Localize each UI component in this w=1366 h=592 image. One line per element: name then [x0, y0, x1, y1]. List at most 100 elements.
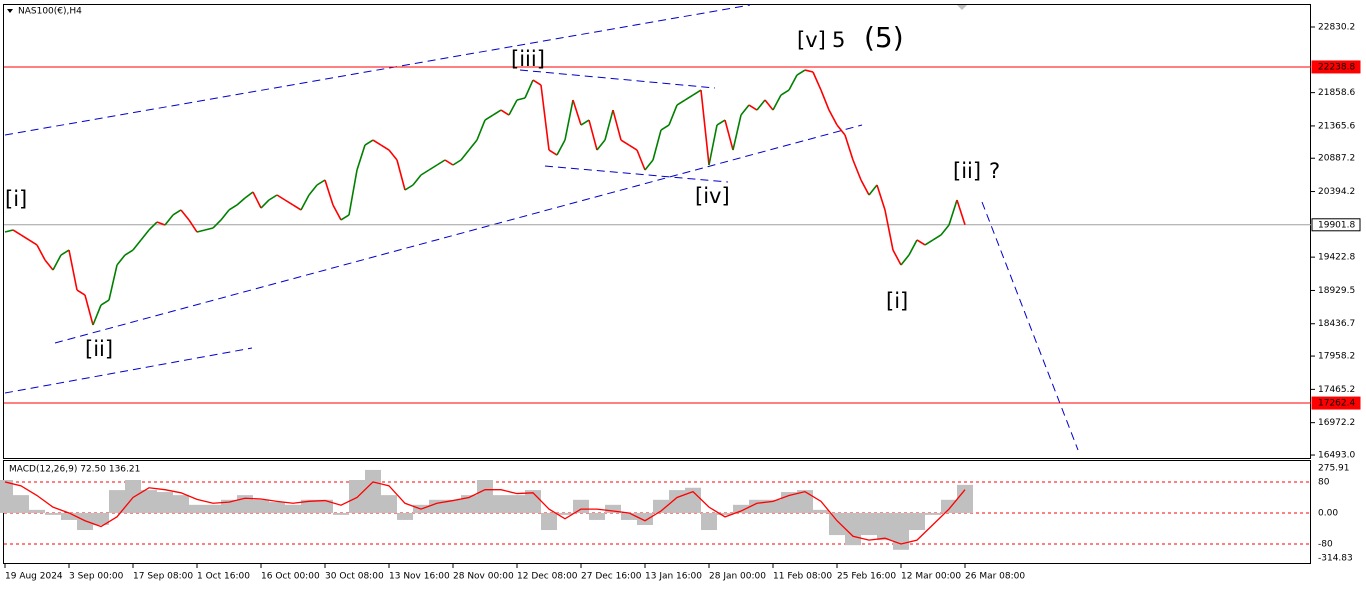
- macd-min-label: -314.83: [1318, 554, 1353, 564]
- price-segment: [220, 209, 230, 221]
- price-segment: [636, 149, 646, 171]
- main-frame: [3, 4, 1311, 459]
- price-segment: [652, 129, 662, 161]
- price-segment: [916, 239, 926, 246]
- price-segment: [604, 109, 614, 141]
- price-segment: [492, 109, 502, 116]
- y-tick-label: 20887.2: [1318, 154, 1355, 164]
- price-segment: [164, 214, 174, 226]
- price-segment: [668, 104, 678, 126]
- macd-tick-label: -80: [1318, 539, 1333, 549]
- price-segment: [740, 104, 750, 116]
- macd-title: MACD(12,26,9) 72.50 136.21: [9, 465, 140, 475]
- price-segment: [284, 199, 294, 206]
- macd-bar: [301, 499, 317, 513]
- macd-bar: [189, 504, 205, 513]
- macd-bar: [0, 480, 13, 513]
- price-segment: [428, 164, 438, 171]
- price-segment: [612, 109, 622, 141]
- price-segment: [532, 79, 542, 86]
- x-tick-label: 1 Oct 16:00: [197, 572, 250, 582]
- price-segment: [228, 204, 238, 211]
- wave-label: [v]: [797, 28, 826, 52]
- macd-bar: [605, 504, 621, 513]
- price-segment: [436, 159, 446, 166]
- macd-bar: [573, 499, 589, 513]
- y-tick-label: 18929.5: [1318, 286, 1355, 296]
- price-segment: [20, 234, 30, 241]
- macd-bar: [77, 512, 93, 531]
- macd-bar: [333, 512, 349, 515]
- x-tick-label: 19 Aug 2024: [5, 572, 63, 582]
- price-level-tag: [1311, 60, 1361, 74]
- price-segment: [268, 194, 278, 201]
- price-segment: [692, 89, 702, 96]
- wave-label: [i]: [5, 187, 27, 211]
- price-segment: [828, 109, 838, 126]
- price-segment: [548, 149, 558, 156]
- price-segment: [188, 219, 198, 233]
- price-segment: [244, 191, 254, 199]
- macd-bar: [893, 512, 909, 550]
- macd-bar: [493, 495, 509, 513]
- y-tick-label: 17465.2: [1318, 385, 1355, 395]
- price-segment: [516, 97, 526, 101]
- y-tick-label: 18436.7: [1318, 319, 1355, 329]
- trendline: [4, 4, 751, 136]
- price-level-label: 22238.8: [1318, 62, 1355, 72]
- price-segment: [756, 99, 766, 111]
- price-segment: [940, 224, 950, 236]
- price-segment: [404, 184, 414, 191]
- price-segment: [868, 184, 878, 196]
- price-segment: [332, 204, 342, 221]
- signal-line: [4, 481, 966, 545]
- macd-bar: [397, 512, 413, 520]
- wave-label: 5: [832, 28, 845, 52]
- price-segment: [380, 144, 390, 151]
- x-tick-label: 16 Oct 00:00: [261, 572, 320, 582]
- price-segment: [700, 89, 710, 166]
- x-tick-label: 28 Nov 00:00: [453, 572, 514, 582]
- price-segment: [620, 139, 630, 146]
- macd-bar: [13, 495, 29, 513]
- macd-bar: [365, 469, 381, 513]
- menu-arrow[interactable]: [7, 9, 13, 13]
- price-segment: [300, 194, 310, 211]
- macd-bar: [285, 504, 301, 513]
- price-segment: [508, 99, 518, 116]
- price-level-label: 17262.4: [1318, 399, 1355, 409]
- macd-bar: [349, 480, 365, 513]
- chart-title: NAS100(€),H4: [18, 7, 82, 17]
- macd-bar: [685, 487, 701, 513]
- trendline: [54, 124, 863, 344]
- trendline: [519, 69, 716, 89]
- price-segment: [4, 229, 14, 233]
- macd-bar: [957, 484, 973, 513]
- price-segment: [204, 227, 214, 231]
- macd-bar: [637, 512, 653, 525]
- macd-bar: [925, 512, 941, 515]
- price-segment: [236, 197, 246, 206]
- wave-label: [ii]: [953, 159, 981, 183]
- price-segment: [588, 119, 598, 151]
- macd-bar: [477, 480, 493, 513]
- price-segment: [100, 299, 110, 306]
- price-level-tag: [1311, 218, 1361, 232]
- price-segment: [276, 194, 286, 201]
- y-tick-label: 16972.2: [1318, 418, 1355, 428]
- price-segment: [724, 119, 734, 151]
- macd-tick-label: 80: [1318, 477, 1330, 487]
- x-tick-label: 13 Jan 16:00: [645, 572, 702, 582]
- price-segment: [156, 221, 166, 226]
- price-segment: [932, 234, 942, 241]
- macd-bar: [813, 509, 829, 513]
- price-segment: [812, 71, 822, 91]
- price-segment: [644, 159, 654, 171]
- x-tick-label: 17 Sep 08:00: [133, 572, 193, 582]
- price-segment: [892, 249, 902, 266]
- price-segment: [676, 99, 686, 106]
- macd-bar: [29, 509, 45, 513]
- price-segment: [52, 254, 62, 271]
- price-segment: [12, 229, 22, 236]
